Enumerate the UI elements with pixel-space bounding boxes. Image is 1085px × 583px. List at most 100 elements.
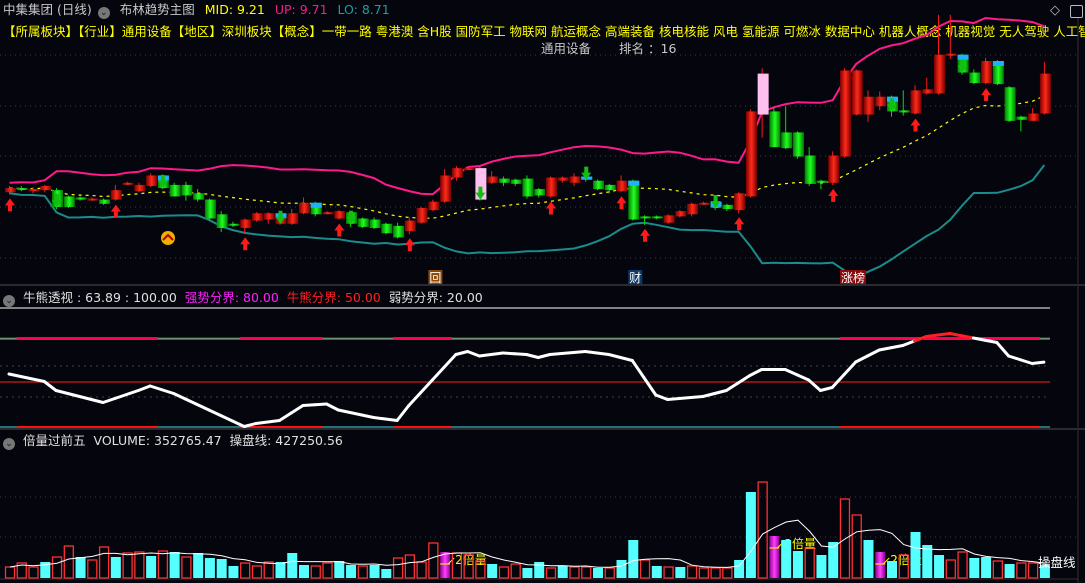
volume-bar-up [498, 566, 510, 579]
candle-body [110, 190, 122, 200]
volume-bar-down [169, 552, 180, 578]
oscillator-segment [430, 365, 446, 382]
sell-arrow-icon [275, 210, 286, 224]
candle [816, 179, 828, 190]
volume-bar-down [216, 559, 227, 578]
oscillator-segment [501, 351, 517, 356]
volume-bar-down [616, 560, 627, 578]
candle-body [1004, 87, 1016, 121]
oscillator-segment [736, 374, 752, 385]
volume-bar-down [487, 564, 498, 578]
sell-arrow-icon [957, 59, 968, 73]
volume-bar-down [1039, 564, 1050, 578]
volume-bar-double [875, 552, 886, 578]
oscillator-segment [830, 373, 846, 389]
panel-toggle-icon[interactable] [1070, 5, 1083, 18]
oscillator-segment [536, 353, 552, 359]
oscillator-segment [254, 420, 270, 425]
candle-body [228, 223, 240, 226]
oscillator-segment [419, 378, 434, 395]
candle [369, 217, 381, 230]
candle [181, 181, 193, 201]
strong-level: 强势分界: 80.00 [184, 290, 279, 305]
panel-divider[interactable] [0, 428, 1085, 430]
candle [640, 215, 652, 225]
oscillator-segment [701, 392, 717, 398]
chevron-down-icon[interactable]: ⌄ [3, 438, 15, 450]
chevron-down-icon[interactable]: ⌄ [97, 7, 110, 19]
candle-body [557, 177, 569, 181]
oscillator-segment [783, 368, 799, 377]
oscillator-segment [313, 402, 329, 407]
weak-level: 弱势分界: 20.00 [388, 290, 483, 305]
candle-body [992, 61, 1004, 85]
volume-bar-up [98, 546, 110, 579]
volume-bar-up [710, 567, 721, 579]
volume-ma-line [9, 519, 1045, 568]
volume-bar-down [346, 565, 357, 578]
indicator-name[interactable]: 布林趋势主图 [119, 2, 195, 17]
buy-arrow-icon [828, 188, 839, 202]
oscillator-segment [619, 356, 634, 362]
panel-divider[interactable] [0, 284, 1085, 286]
candle [451, 166, 463, 181]
volume-bar-up [663, 566, 674, 579]
oscillator-segment [677, 396, 693, 400]
candle-body [804, 155, 816, 184]
volume-bar-up [945, 559, 956, 579]
oscillator-segment [383, 417, 399, 422]
candle [228, 221, 240, 227]
candle-body [816, 180, 828, 183]
oscillator-segment [125, 389, 140, 396]
volume-bar-up [898, 554, 909, 579]
mid-value: MID: 9.21 [204, 2, 265, 17]
lo-value: LO: 8.71 [337, 2, 390, 17]
buy-arrow-icon [910, 118, 921, 132]
concept-list: 【所属板块】【行业】通用设备【地区】深圳板块【概念】一带一路 粤港澳 含H股 国… [3, 24, 1085, 39]
oscillator-segment [442, 353, 458, 369]
candle [745, 109, 757, 198]
oscillator-segment [66, 392, 82, 398]
candle-body [1039, 73, 1051, 114]
oscillator-segment [983, 338, 999, 344]
volume-bar-double [769, 536, 780, 578]
candle-body [1028, 113, 1040, 121]
candle-body [404, 220, 416, 232]
candle-body [40, 185, 52, 191]
candle [698, 201, 710, 205]
candle [628, 179, 640, 221]
volume-bar-up [957, 551, 968, 579]
oscillator-segment [89, 398, 105, 404]
oscillator-segment [78, 395, 93, 401]
chevron-down-icon[interactable]: ⌄ [3, 295, 15, 307]
oscillator-segment [160, 388, 176, 395]
candle [1016, 115, 1028, 132]
candle-body [757, 73, 769, 115]
buy-arrow-icon [5, 198, 15, 212]
candle-body [722, 204, 734, 210]
volume-bar-down [299, 565, 309, 578]
candle [381, 222, 393, 235]
candle-body [792, 132, 804, 157]
candle-body [616, 180, 628, 192]
candle-body [863, 96, 875, 115]
pointer-icon [882, 557, 890, 565]
oscillator-segment [689, 395, 705, 399]
candle-body [440, 175, 452, 202]
oscillator-segment [242, 422, 258, 428]
volume-bar-up [28, 566, 39, 579]
oscillator-segment [842, 360, 858, 377]
candle-body [204, 199, 216, 219]
candle-body [357, 218, 369, 227]
candle [839, 68, 851, 158]
candle [216, 211, 228, 233]
oscillator-segment [407, 391, 423, 407]
oscillator-segment [948, 332, 964, 338]
candle-body [240, 219, 252, 228]
volume-bar-up [722, 567, 733, 579]
diamond-icon[interactable]: ◇ [1050, 3, 1060, 18]
candle [146, 173, 158, 188]
volume-bar-down [522, 568, 533, 578]
oscillator-segment [724, 381, 740, 392]
